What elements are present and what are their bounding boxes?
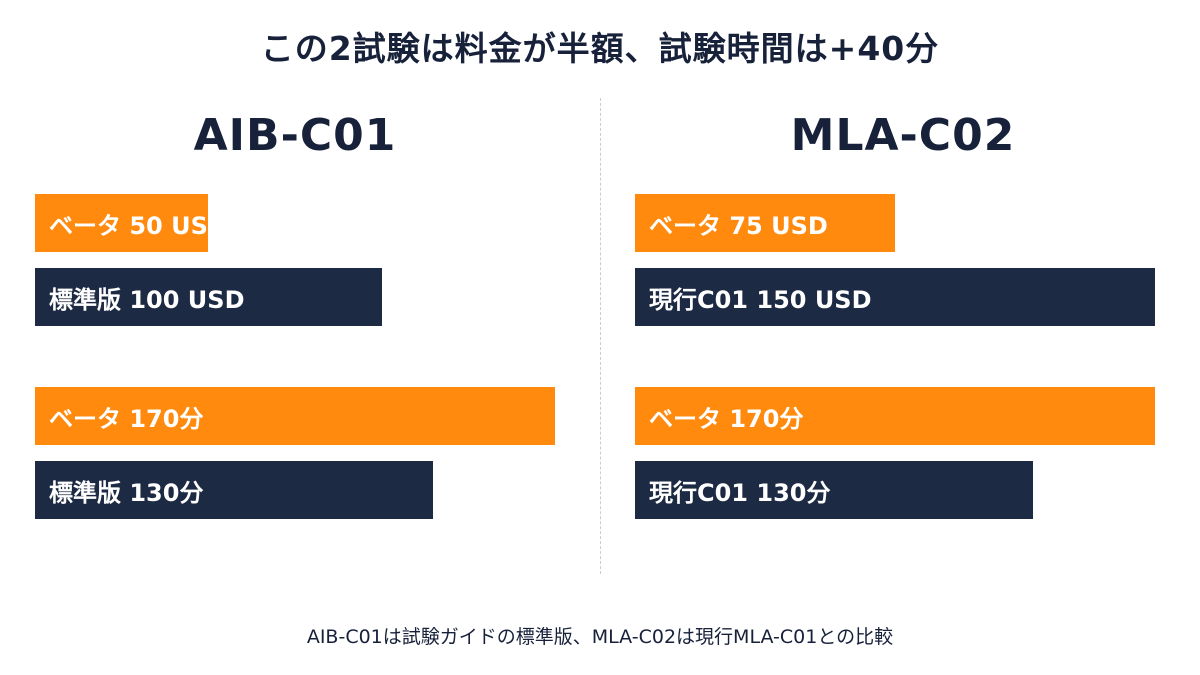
bar-mla-c02-price-standard: 現行C01 150 USD xyxy=(635,268,1155,326)
chart-panel-aib-c01: AIB-C01 ベータ 50 USD 標準版 100 USD ベータ 170分 … xyxy=(0,0,560,600)
bar-label: 標準版 130分 xyxy=(49,478,204,507)
bar-aib-c01-price-standard: 標準版 100 USD xyxy=(35,268,382,326)
chart-panel-mla-c02: MLA-C02 ベータ 75 USD 現行C01 150 USD ベータ 170… xyxy=(600,0,1160,600)
bar-mla-c02-time-standard: 現行C01 130分 xyxy=(635,461,1033,519)
exam-title-mla-c02: MLA-C02 xyxy=(790,110,1016,161)
bar-label: ベータ 50 USD xyxy=(49,211,228,240)
bar-label: ベータ 75 USD xyxy=(649,211,828,240)
bar-mla-c02-price-beta: ベータ 75 USD xyxy=(635,194,895,252)
panel-divider xyxy=(600,98,601,574)
exam-title-aib-c01: AIB-C01 xyxy=(193,110,397,161)
bar-aib-c01-time-beta: ベータ 170分 xyxy=(35,387,555,445)
bar-label: 現行C01 130分 xyxy=(649,478,831,507)
slide-title: この2試験は料金が半額、試験時間は+40分 xyxy=(260,29,940,68)
footnote: AIB-C01は試験ガイドの標準版、MLA-C02は現行MLA-C01との比較 xyxy=(306,626,894,648)
bar-aib-c01-price-beta: ベータ 50 USD xyxy=(35,194,228,252)
bar-label: 標準版 100 USD xyxy=(49,285,245,314)
bar-mla-c02-time-beta: ベータ 170分 xyxy=(635,387,1155,445)
bar-label: ベータ 170分 xyxy=(649,404,804,433)
bar-label: ベータ 170分 xyxy=(49,404,204,433)
bar-aib-c01-time-standard: 標準版 130分 xyxy=(35,461,433,519)
bar-label: 現行C01 150 USD xyxy=(649,285,872,314)
